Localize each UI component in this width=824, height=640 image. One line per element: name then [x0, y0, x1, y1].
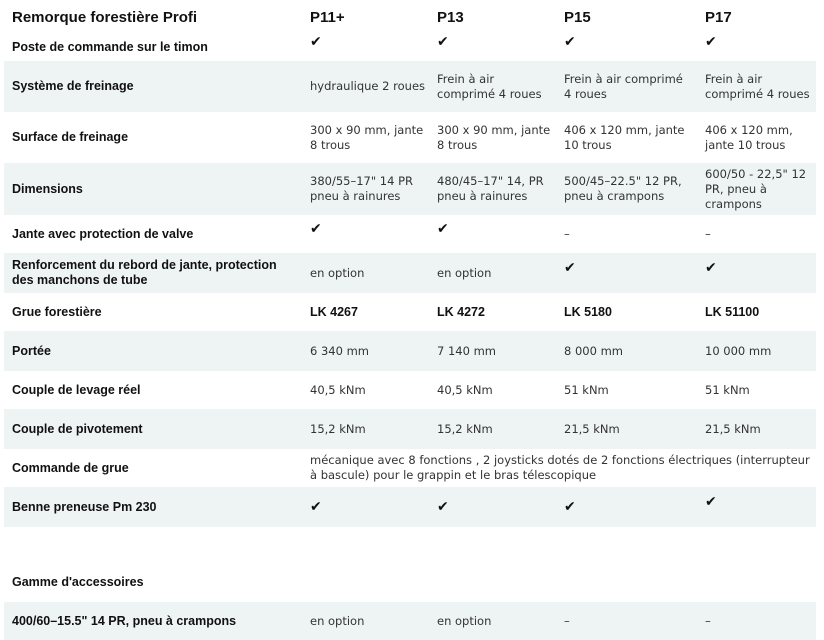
table-cell: 40,5 kNm [310, 382, 366, 397]
table-cell: en option [302, 602, 429, 640]
row-label: Système de freinage [4, 61, 302, 112]
crane-model: LK 4272 [437, 304, 485, 319]
check-icon: ✔ [310, 220, 322, 237]
spec-table: Remorque forestière Profi P11+ P13 P15 P… [4, 0, 816, 640]
row-label: Portée [4, 331, 302, 371]
table-cell: 40,5 kNm [437, 382, 493, 397]
table-row: 400/60–15.5" 14 PR, pneu à crampons en o… [4, 602, 816, 640]
row-label: Dimensions [4, 163, 302, 215]
check-icon: ✔ [302, 487, 429, 527]
check-icon: ✔ [556, 487, 697, 527]
row-label: Benne preneuse Pm 230 [4, 487, 302, 527]
dash-mark: – [564, 226, 570, 241]
dash-mark: – [705, 226, 711, 241]
row-label: Couple de pivotement [4, 409, 302, 449]
row-label: Jante avec protection de valve [12, 226, 194, 241]
table-cell: 10 000 mm [697, 331, 816, 371]
table-row: Poste de commande sur le timon ✔ ✔ ✔ ✔ [4, 33, 816, 61]
table-cell: 300 x 90 mm, jante 8 trous [437, 122, 551, 152]
table-row: Dimensions 380/55–17" 14 PR pneu à rainu… [4, 163, 816, 215]
table-row: Surface de freinage 300 x 90 mm, jante 8… [4, 112, 816, 163]
check-icon: ✔ [310, 33, 322, 50]
table-cell: 600/50 - 22,5" 12 PR, pneu à crampons [697, 163, 816, 215]
table-cell: en option [429, 253, 556, 293]
table-cell [302, 527, 429, 602]
table-cell: 51 kNm [705, 382, 750, 397]
table-title: Remorque forestière Profi [12, 9, 198, 26]
check-icon: ✔ [697, 487, 816, 527]
row-label: Poste de commande sur le timon [12, 39, 208, 54]
table-cell: Frein à air comprimé 4 roues [697, 61, 816, 112]
crane-model: LK 5180 [564, 304, 612, 319]
table-cell [697, 527, 816, 602]
model-header-p15: P15 [564, 9, 591, 26]
table-row: Benne preneuse Pm 230 ✔ ✔ ✔ ✔ [4, 487, 816, 527]
dash-mark: – [556, 602, 697, 640]
table-cell: en option [302, 253, 429, 293]
table-cell: Frein à air comprimé 4 roues [429, 61, 556, 112]
check-icon: ✔ [564, 33, 576, 50]
table-cell [556, 527, 697, 602]
header-row: Remorque forestière Profi P11+ P13 P15 P… [4, 0, 816, 33]
row-label: Grue forestière [12, 304, 102, 319]
table-cell: 406 x 120 mm, jante 10 trous [564, 122, 685, 152]
table-cell: 21,5 kNm [697, 409, 816, 449]
table-row: Portée 6 340 mm 7 140 mm 8 000 mm 10 000… [4, 331, 816, 371]
row-label: Commande de grue [12, 460, 129, 475]
dash-mark: – [697, 602, 816, 640]
table-cell: 15,2 kNm [302, 409, 429, 449]
crane-model: LK 51100 [705, 304, 760, 319]
table-row: Grue forestière LK 4267 LK 4272 LK 5180 … [4, 293, 816, 331]
table-cell: 8 000 mm [556, 331, 697, 371]
row-label: Surface de freinage [12, 130, 129, 144]
check-icon: ✔ [437, 33, 449, 50]
check-icon: ✔ [697, 253, 816, 293]
table-row: Couple de levage réel 40,5 kNm 40,5 kNm … [4, 371, 816, 409]
table-row: Commande de grue mécanique avec 8 foncti… [4, 449, 816, 487]
table-cell: 51 kNm [564, 382, 609, 397]
crane-control-description: mécanique avec 8 fonctions , 2 joysticks… [310, 453, 810, 482]
model-header-p17: P17 [705, 9, 732, 26]
table-cell: 15,2 kNm [429, 409, 556, 449]
table-cell: 21,5 kNm [556, 409, 697, 449]
table-cell: 406 x 120 mm, jante 10 trous [705, 122, 793, 152]
table-row: Système de freinage hydraulique 2 roues … [4, 61, 816, 112]
table-row: Renforcement du rebord de jante, protect… [4, 253, 816, 293]
check-icon: ✔ [437, 220, 449, 237]
table-cell: hydraulique 2 roues [302, 61, 429, 112]
check-icon: ✔ [556, 253, 697, 293]
table-cell: Frein à air comprimé 4 roues [556, 61, 697, 112]
table-cell: 300 x 90 mm, jante 8 trous [310, 122, 424, 152]
check-icon: ✔ [429, 487, 556, 527]
table-cell: 6 340 mm [302, 331, 429, 371]
table-cell: 380/55–17" 14 PR pneu à rainures [302, 163, 429, 215]
model-header-p11: P11+ [310, 9, 345, 26]
table-cell: 500/45–22.5" 12 PR, pneu à crampons [556, 163, 697, 215]
row-label: 400/60–15.5" 14 PR, pneu à crampons [4, 602, 302, 640]
table-cell: 7 140 mm [429, 331, 556, 371]
table-cell: 480/45–17" 14, PR pneu à rainures [429, 163, 556, 215]
crane-model: LK 4267 [310, 304, 358, 319]
section-label-accessories: Gamme d'accessoires [12, 575, 144, 589]
row-label: Couple de levage réel [12, 382, 141, 397]
table-row: Gamme d'accessoires [4, 527, 816, 602]
table-row: Couple de pivotement 15,2 kNm 15,2 kNm 2… [4, 409, 816, 449]
row-label: Renforcement du rebord de jante, protect… [4, 253, 302, 293]
check-icon: ✔ [705, 33, 717, 50]
model-header-p13: P13 [437, 9, 464, 26]
table-cell: en option [429, 602, 556, 640]
table-row: Jante avec protection de valve ✔ ✔ – – [4, 215, 816, 253]
table-cell [429, 527, 556, 602]
